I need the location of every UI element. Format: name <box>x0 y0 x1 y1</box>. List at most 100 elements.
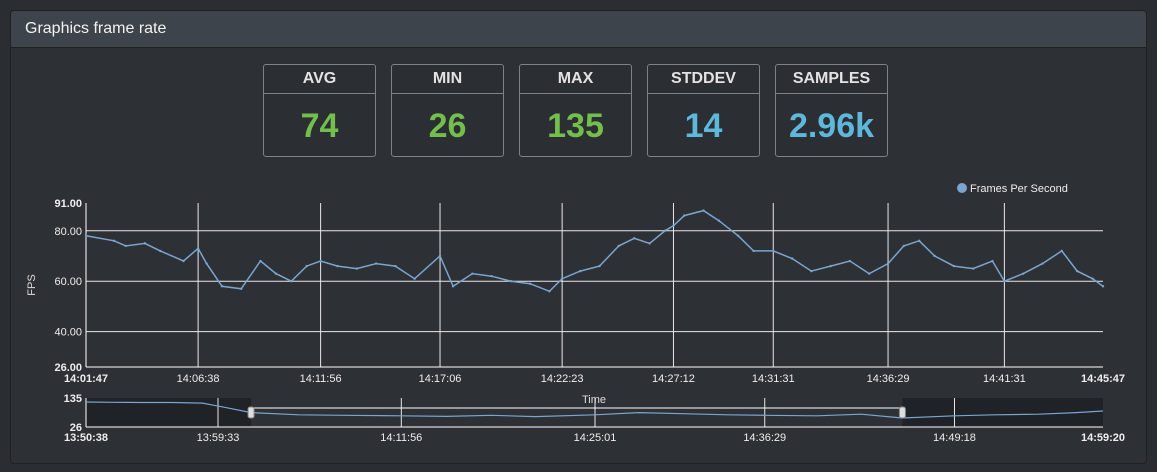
main-x-tick-label: 14:06:38 <box>177 373 220 385</box>
stat-avg: AVG 74 <box>263 64 376 157</box>
nav-x-tick-label: 14:11:56 <box>380 432 422 444</box>
nav-x-tick-label: 14:59:20 <box>1081 432 1125 444</box>
main-series-point <box>336 264 339 268</box>
nav-y-tick-label: 135 <box>64 393 82 405</box>
main-series-point <box>509 280 513 283</box>
main-series-point <box>355 267 359 270</box>
stat-samples-label: SAMPLES <box>776 65 887 94</box>
main-series-point <box>548 290 551 293</box>
main-series-point <box>143 242 147 245</box>
main-x-tick-label: 14:22:23 <box>541 373 584 385</box>
main-series-point <box>867 272 871 275</box>
main-series-point <box>790 257 794 260</box>
main-x-tick-label: 14:01:47 <box>64 373 108 385</box>
main-y-tick-label: 40.00 <box>54 327 82 339</box>
stat-max-label: MAX <box>520 65 631 94</box>
main-series-point <box>952 264 956 268</box>
stat-min-label: MIN <box>392 65 503 94</box>
frame-rate-panel: Graphics frame rate AVG 74 MIN 26 MAX 13… <box>10 10 1147 464</box>
main-series-point <box>829 264 832 268</box>
main-series-point <box>374 262 378 265</box>
panel-title: Graphics frame rate <box>25 20 167 37</box>
main-series-point <box>305 264 308 268</box>
main-x-tick-label: 14:36:29 <box>867 373 910 385</box>
main-series-point <box>259 259 262 263</box>
main-series-point <box>394 264 397 268</box>
main-series-point <box>205 262 208 265</box>
stat-samples-value: 2.96k <box>788 107 875 145</box>
main-series-point <box>918 239 921 243</box>
main-series-point <box>196 247 200 250</box>
main-series-point <box>617 244 620 248</box>
stat-max-value: 135 <box>547 107 604 145</box>
nav-series-line <box>85 401 1104 419</box>
main-series-point <box>717 219 721 222</box>
nav-x-axis-label: Time <box>582 394 606 406</box>
main-series-point <box>528 282 532 285</box>
legend-label: Frames Per Second <box>970 183 1068 195</box>
main-y-tick-label: 26.00 <box>54 362 82 374</box>
main-y-axis-label: FPS <box>26 274 38 295</box>
main-series-point <box>579 269 582 273</box>
main-series-point <box>971 267 975 270</box>
main-series-point <box>991 259 994 263</box>
nav-x-tick-label: 13:59:33 <box>197 432 240 444</box>
main-series-group <box>84 209 1105 293</box>
nav-x-tick-label: 13:50:38 <box>64 432 108 444</box>
stats-row: AVG 74 MIN 26 MAX 135 STDDEV 14 SAMPLES … <box>263 64 888 157</box>
main-series-point <box>451 285 455 288</box>
main-x-tick-label: 14:11:56 <box>300 373 342 385</box>
nav-x-tick-label: 14:25:01 <box>574 432 617 444</box>
main-series-point <box>471 272 474 275</box>
main-series-point <box>702 209 705 212</box>
main-series-point <box>240 287 243 290</box>
main-series-point <box>848 259 852 263</box>
main-series-point <box>1022 272 1025 275</box>
main-series-point <box>752 249 755 253</box>
main-series-point <box>672 224 675 227</box>
main-y-tick-label: 80.00 <box>54 226 82 238</box>
main-series-point <box>182 259 185 263</box>
main-series-point <box>902 244 906 248</box>
main-x-tick-label: 14:31:31 <box>752 373 795 385</box>
stat-stddev: STDDEV 14 <box>647 64 760 157</box>
main-series-point <box>1091 277 1094 280</box>
main-x-tick-label: 14:45:47 <box>1081 373 1125 385</box>
stat-min-value: 26 <box>428 107 467 145</box>
main-series-point <box>319 259 322 263</box>
main-series-point <box>438 254 442 258</box>
nav-x-tick-label: 14:49:18 <box>933 432 976 444</box>
main-x-tick-label: 14:27:12 <box>652 373 695 385</box>
nav-y-tick-label: 26 <box>70 422 82 434</box>
main-x-tick-label: 14:41:31 <box>983 373 1026 385</box>
stat-max: MAX 135 <box>519 64 632 157</box>
main-series-point <box>598 264 601 268</box>
main-series-point <box>772 249 775 253</box>
navigator-handle-left[interactable] <box>247 406 255 419</box>
navigator-handle-right[interactable] <box>898 406 906 419</box>
main-series-point <box>736 234 740 237</box>
main-x-tick-label: 14:17:06 <box>419 373 462 385</box>
stat-avg-value: 74 <box>300 107 339 145</box>
main-series-point <box>274 272 278 275</box>
main-series-point <box>84 234 88 237</box>
main-series-point <box>220 285 224 288</box>
stat-samples: SAMPLES 2.96k <box>775 64 888 157</box>
main-series-point <box>159 249 162 253</box>
main-series-point <box>1003 280 1006 283</box>
main-series-point <box>124 244 127 248</box>
main-series-point <box>663 229 667 232</box>
main-series-point <box>112 239 116 243</box>
stat-stddev-label: STDDEV <box>648 65 759 94</box>
main-series-point <box>683 214 686 217</box>
main-series-point <box>632 237 636 240</box>
main-series-point <box>1060 249 1063 253</box>
main-series-point <box>1101 285 1105 288</box>
main-y-tick-label: 91.00 <box>54 198 82 210</box>
main-series-point <box>810 269 813 273</box>
main-series-point <box>1075 269 1079 273</box>
main-series-point <box>413 277 416 280</box>
panel-header: Graphics frame rate <box>11 11 1146 48</box>
main-series-point <box>648 242 651 245</box>
